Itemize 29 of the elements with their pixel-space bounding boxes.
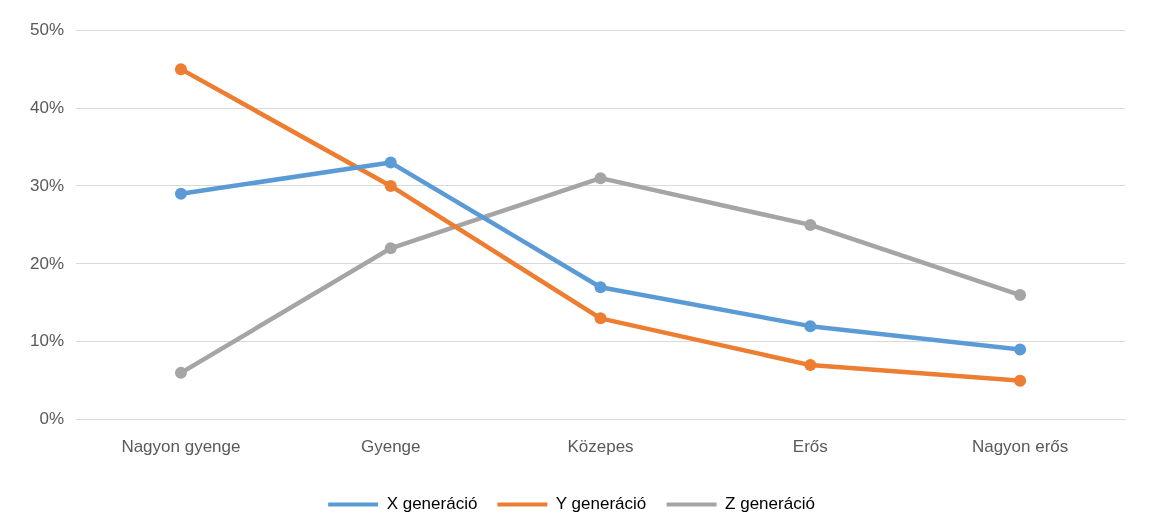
- x-tick-label: Nagyon gyenge: [121, 437, 241, 457]
- point: [384, 156, 397, 169]
- point: [1014, 343, 1027, 356]
- point: [1014, 374, 1027, 387]
- point: [804, 320, 817, 333]
- point: [174, 187, 187, 200]
- point: [594, 281, 607, 294]
- point: [174, 63, 187, 76]
- point: [1014, 288, 1027, 301]
- x-tick-label: Közepes: [567, 437, 634, 457]
- y-tick-label: 0%: [39, 409, 65, 429]
- point: [384, 242, 397, 255]
- point: [384, 179, 397, 192]
- y-tick-label: 30%: [29, 175, 65, 195]
- legend-label: Z generáció: [725, 494, 815, 514]
- point: [804, 218, 817, 231]
- legend-label: Y generáció: [555, 494, 647, 514]
- y-tick-label: 40%: [29, 97, 65, 117]
- y-tick-label: 10%: [29, 331, 65, 351]
- point: [594, 172, 607, 185]
- point: [804, 359, 817, 372]
- x-tick-label: Nagyon erős: [971, 437, 1069, 457]
- legend-label: X generáció: [386, 494, 478, 514]
- x-tick-label: Erős: [792, 437, 828, 457]
- y-tick-label: 20%: [29, 253, 65, 273]
- x-tick-label: Gyenge: [360, 437, 421, 457]
- point: [594, 312, 607, 325]
- point: [174, 366, 187, 379]
- y-tick-label: 50%: [29, 19, 65, 39]
